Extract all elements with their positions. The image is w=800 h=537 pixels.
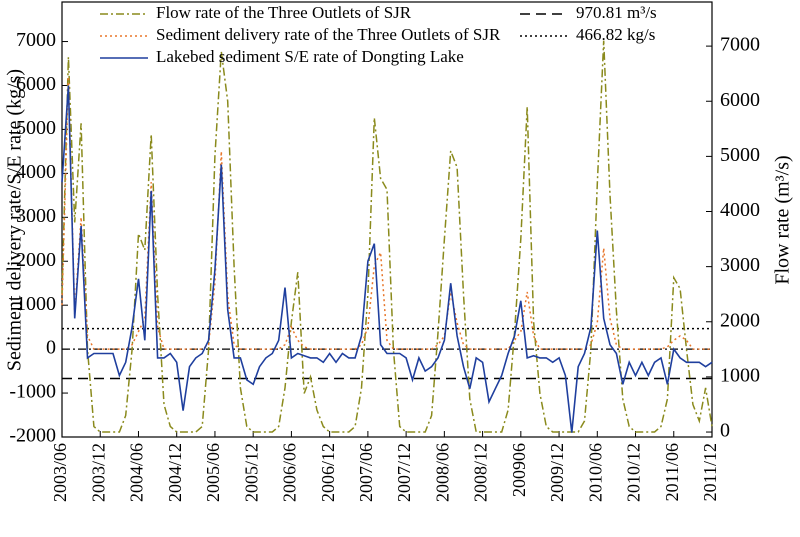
y-tick-label: 5000 <box>16 117 56 139</box>
y-tick-label: 6000 <box>16 73 56 95</box>
legend-label: 970.81 m³/s <box>576 3 657 22</box>
x-tick-label: 2010/12 <box>624 443 644 502</box>
y2-tick-label: 1000 <box>720 364 760 386</box>
x-tick-label: 2011/06 <box>662 443 682 501</box>
x-tick-label: 2003/06 <box>50 443 70 502</box>
y2-tick-label: 4000 <box>720 199 760 221</box>
x-tick-label: 2004/06 <box>127 443 147 502</box>
x-tick-label: 2006/12 <box>318 443 338 502</box>
x-tick-label: 2007/12 <box>394 443 414 502</box>
y-tick-label: 3000 <box>16 205 56 227</box>
y-tick-label: 0 <box>46 337 56 359</box>
y2-tick-label: 3000 <box>720 254 760 276</box>
x-tick-label: 2008/06 <box>432 443 452 502</box>
legend: Flow rate of the Three Outlets of SJR Sed… <box>100 3 657 66</box>
legend-label: Flow rate of the Three Outlets of SJR <box>156 3 412 22</box>
x-tick-label: 2010/06 <box>585 443 605 502</box>
x-tick-label: 2005/12 <box>241 443 261 502</box>
y2-tick-label: 7000 <box>720 34 760 56</box>
x-tick-label: 2008/12 <box>471 443 491 502</box>
y-tick-label: 1000 <box>16 293 56 315</box>
x-tick-label: 2005/06 <box>203 443 223 502</box>
x-tick-label: 200906 <box>509 443 529 497</box>
series-line <box>61 85 713 433</box>
legend-label: Sediment delivery rate of the Three Outl… <box>156 25 501 44</box>
legend-label: Lakebed sediment S/E rate of Dongting La… <box>156 47 464 66</box>
y-tick-label: -1000 <box>9 381 56 403</box>
y-tick-label: 7000 <box>16 29 56 51</box>
y2-tick-label: 5000 <box>720 144 760 166</box>
y2-axis-title: Flow rate (m³/s) <box>772 155 794 284</box>
x-tick-label: 2007/06 <box>356 443 376 502</box>
x-tick-label: 2003/12 <box>88 443 108 502</box>
series-line <box>61 40 713 433</box>
series-line <box>61 76 712 350</box>
y-tick-label: 2000 <box>16 249 56 271</box>
x-tick-label: 2011/12 <box>700 443 720 501</box>
y2-tick-label: 6000 <box>720 89 760 111</box>
plot-frame <box>61 1 713 438</box>
x-tick-label: 2006/06 <box>280 443 300 502</box>
y-tick-label: 4000 <box>16 161 56 183</box>
y-axis-title: Sediment delivery rate/S/E rate (kg/s) <box>4 69 26 371</box>
x-tick-label: 2009/12 <box>547 443 567 502</box>
legend-label: 466.82 kg/s <box>576 25 655 44</box>
y2-tick-label: 0 <box>720 420 730 442</box>
y-tick-label: -2000 <box>9 425 56 447</box>
x-tick-label: 2004/12 <box>165 443 185 502</box>
y2-tick-label: 2000 <box>720 309 760 331</box>
